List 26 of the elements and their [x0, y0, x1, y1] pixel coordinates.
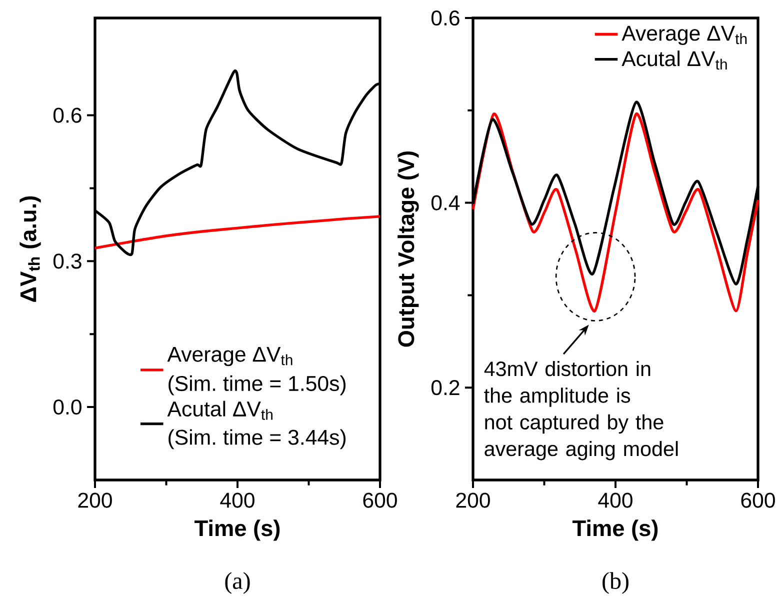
x-axis-title: Time (s)	[194, 520, 280, 541]
text: ΔV$_{th}$ (a.u.)	[20, 196, 41, 302]
legend-label: Acutal ΔV$_{th}$	[167, 400, 272, 420]
legend-label: Average ΔV$_{th}$	[167, 346, 292, 366]
x-tick-label: 200	[456, 492, 490, 508]
line-series	[94, 215, 382, 250]
y-tick-label: 0.4	[431, 195, 460, 210]
y-tick-label: 0.0	[53, 400, 82, 415]
annotation: (Sim. time = 3.44s)	[168, 429, 346, 450]
y-tick-label: 0.2	[431, 380, 460, 396]
y-tick-label: 0.3	[53, 254, 82, 269]
x-tick-label: 600	[741, 492, 775, 508]
x-tick-label: 200	[78, 492, 112, 508]
x-tick-label: 600	[363, 492, 397, 508]
x-axis-title: Time (s)	[572, 520, 658, 541]
legend-label: Acutal ΔV$_{th}$	[622, 50, 727, 70]
x-tick-label: 400	[598, 492, 632, 508]
y-tick-label: 0.6	[431, 10, 460, 26]
text: (b)	[602, 572, 628, 594]
annotation: 43mV distortion in the amplitude is not captured by the average aging model	[484, 360, 678, 460]
annotation: (Sim. time = 1.50s)	[168, 375, 346, 396]
legend-label: Average ΔV$_{th}$	[622, 26, 747, 46]
text: (a)	[225, 572, 250, 594]
y-tick-label: 0.6	[53, 108, 82, 123]
x-tick-label: 400	[220, 492, 254, 508]
y-axis-title: Output Voltage (V)	[398, 151, 419, 347]
